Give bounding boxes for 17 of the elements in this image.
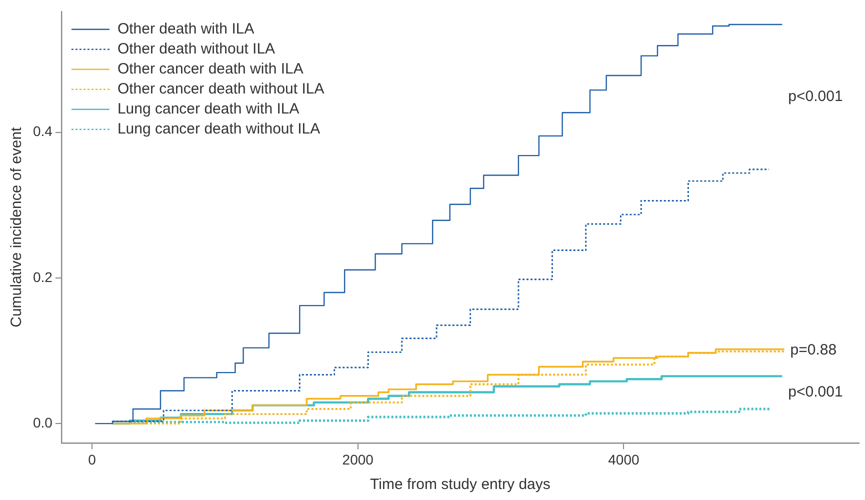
legend-label: Other death with ILA (117, 20, 254, 38)
legend-label: Lung cancer death without ILA (117, 120, 320, 138)
annotation: p<0.001 (788, 88, 843, 106)
legend-label: Lung cancer death with ILA (117, 100, 300, 118)
y-tick-label: 0.2 (32, 268, 53, 285)
legend-label: Other cancer death without ILA (117, 80, 324, 98)
y-axis-title: Cumulative incidence of event (8, 126, 26, 328)
annotation: p<0.001 (788, 384, 843, 401)
x-tick-label: 2000 (342, 451, 374, 468)
x-axis-title: Time from study entry days (370, 476, 550, 494)
y-tick-label: 0.0 (32, 414, 53, 430)
x-tick-label: 4000 (608, 451, 640, 468)
x-tick-label: 0 (88, 451, 96, 468)
y-tick-label: 0.4 (32, 123, 53, 140)
annotation: p=0.88 (790, 342, 837, 358)
legend-label: Other death without ILA (117, 40, 276, 58)
legend-label: Other cancer death with ILA (117, 60, 304, 78)
